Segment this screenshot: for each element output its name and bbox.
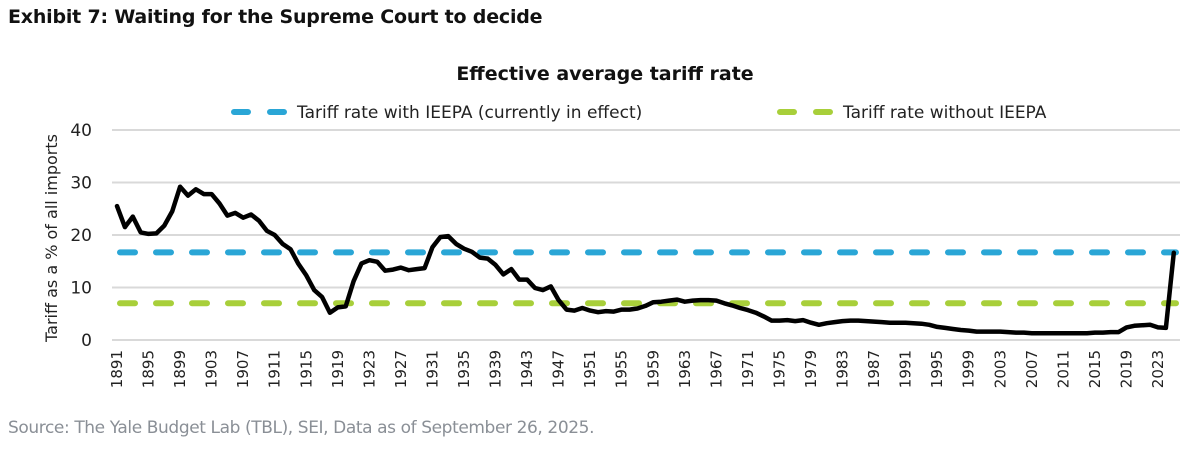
legend-label-without-ieepa: Tariff rate without IEEPA [842,103,1047,123]
x-tick-label: 1987 [865,350,883,388]
exhibit-title: Exhibit 7: Waiting for the Supreme Court… [8,6,543,28]
x-tick-label: 1959 [644,350,662,388]
x-tick-label: 1911 [266,350,284,388]
legend-label-with-ieepa: Tariff rate with IEEPA (currently in eff… [296,103,642,123]
x-tick-label: 2007 [1023,350,1041,388]
x-tick-label: 1931 [423,350,441,388]
x-tick-label: 2019 [1117,350,1135,388]
x-tick-label: 1963 [676,350,694,388]
x-tick-label: 2023 [1149,350,1167,388]
source-note: Source: The Yale Budget Lab (TBL), SEI, … [8,418,595,438]
x-tick-label: 1955 [613,350,631,388]
x-tick-label: 1991 [897,350,915,388]
x-tick-label: 2015 [1086,350,1104,388]
x-tick-label: 1999 [960,350,978,388]
x-axis-ticks: 1891 1895 1899 1903 1907 1911 1915 1919 1923 1927… [108,350,1167,388]
y-tick-label: 10 [70,279,92,299]
y-tick-label: 20 [70,226,92,246]
y-tick-label: 40 [70,121,92,141]
x-tick-label: 1899 [171,350,189,388]
x-tick-label: 1903 [203,350,221,388]
x-tick-label: 2011 [1054,350,1072,388]
y-axis-label: Tariff as a % of all imports [42,134,61,343]
chart-title: Effective average tariff rate [456,63,753,85]
x-tick-label: 1907 [234,350,252,388]
legend: Tariff rate with IEEPA (currently in eff… [231,103,1047,123]
legend-item-with-ieepa: Tariff rate with IEEPA (currently in eff… [231,103,642,123]
series-lines [114,184,1177,336]
y-tick-label: 0 [81,331,92,351]
x-tick-label: 1947 [550,350,568,388]
x-tick-label: 2003 [991,350,1009,388]
x-tick-label: 1915 [297,350,315,388]
series-line-effective-tariff [114,184,1177,336]
x-tick-label: 1939 [487,350,505,388]
x-tick-label: 1895 [140,350,158,388]
x-tick-label: 1891 [108,350,126,388]
y-axis-ticks: 0 10 20 30 40 [70,121,92,351]
reference-lines [117,249,1179,307]
x-tick-label: 1935 [455,350,473,388]
y-tick-label: 30 [70,174,92,194]
x-tick-label: 1983 [834,350,852,388]
gridlines [112,129,1180,341]
x-tick-label: 1923 [360,350,378,388]
x-tick-label: 1927 [392,350,410,388]
x-tick-label: 1943 [518,350,536,388]
x-tick-label: 1975 [770,350,788,388]
legend-item-without-ieepa: Tariff rate without IEEPA [777,103,1047,123]
x-tick-label: 1919 [329,350,347,388]
x-tick-label: 1979 [802,350,820,388]
x-tick-label: 1951 [581,350,599,388]
x-tick-label: 1995 [928,350,946,388]
x-tick-label: 1967 [707,350,725,388]
x-tick-label: 1971 [739,350,757,388]
